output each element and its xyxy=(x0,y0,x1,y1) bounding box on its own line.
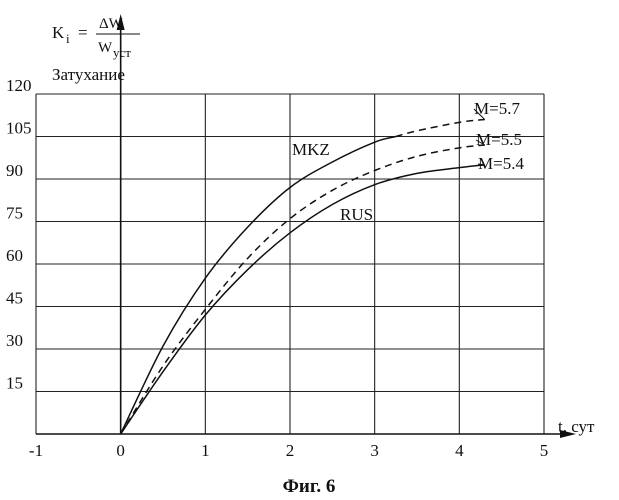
x-tick--1: -1 xyxy=(29,441,43,460)
y-label-denominator: W xyxy=(98,40,113,56)
y-label-symbol: K xyxy=(52,23,65,42)
series-label-2: M=5.4 xyxy=(478,154,524,173)
series-line-0 xyxy=(121,137,396,435)
y-tick-75: 75 xyxy=(6,204,23,223)
series-label-0: M=5.7 xyxy=(474,99,520,118)
series-label-1: M=5.5 xyxy=(476,130,522,149)
x-tick-2: 2 xyxy=(286,441,295,460)
series-dashed-line-1 xyxy=(121,145,485,434)
figure-caption: Фиг. 6 xyxy=(283,476,336,497)
series-1: M=5.5 xyxy=(121,130,522,434)
x-tick-4: 4 xyxy=(455,441,464,460)
y-axis-label: K i = ΔW W уст Затухание xyxy=(52,16,140,84)
y-tick-120: 120 xyxy=(6,76,32,95)
series: M=5.7 MKZ M=5.5 M=5.4 RUS xyxy=(121,99,525,434)
x-tick-0: 0 xyxy=(116,441,125,460)
y-tick-15: 15 xyxy=(6,374,23,393)
y-label-subscript: i xyxy=(66,31,70,46)
y-tick-90: 90 xyxy=(6,161,23,180)
series-dashed-line-0 xyxy=(396,120,485,137)
series-name-0: MKZ xyxy=(292,140,330,159)
y-tick-30: 30 xyxy=(6,331,23,350)
y-label-denominator-subscript: уст xyxy=(113,45,131,60)
grid xyxy=(36,94,544,434)
series-name-2: RUS xyxy=(340,205,373,224)
x-axis-label: t, сут xyxy=(558,417,595,436)
y-tick-45: 45 xyxy=(6,289,23,308)
x-tick-1: 1 xyxy=(201,441,210,460)
y-tick-60: 60 xyxy=(6,246,23,265)
series-0: M=5.7 MKZ xyxy=(121,99,521,434)
y-label-equals: = xyxy=(78,23,88,42)
y-label-numerator: ΔW xyxy=(99,16,124,32)
series-line-2 xyxy=(121,165,485,434)
y-label-secondary: Затухание xyxy=(52,65,125,84)
x-tick-5: 5 xyxy=(540,441,549,460)
ticks: -1012345153045607590105120 xyxy=(6,76,548,460)
x-tick-3: 3 xyxy=(370,441,379,460)
y-tick-105: 105 xyxy=(6,119,32,138)
